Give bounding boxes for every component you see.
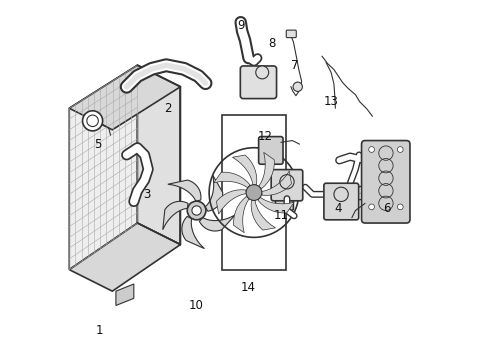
FancyBboxPatch shape (271, 170, 303, 201)
FancyBboxPatch shape (275, 175, 294, 211)
Polygon shape (258, 197, 294, 213)
Circle shape (246, 185, 262, 201)
Text: 9: 9 (238, 19, 245, 32)
Polygon shape (69, 65, 180, 130)
Polygon shape (259, 152, 274, 189)
Circle shape (256, 66, 269, 79)
FancyBboxPatch shape (240, 66, 276, 99)
Polygon shape (69, 223, 180, 291)
Circle shape (397, 147, 403, 152)
Polygon shape (182, 216, 204, 249)
Polygon shape (163, 201, 188, 230)
Polygon shape (262, 171, 292, 195)
Circle shape (187, 201, 206, 220)
Text: 6: 6 (383, 202, 391, 215)
Polygon shape (116, 284, 134, 306)
Circle shape (397, 204, 403, 210)
Text: 5: 5 (94, 138, 101, 150)
FancyBboxPatch shape (286, 30, 296, 38)
Polygon shape (234, 197, 249, 233)
Text: 13: 13 (323, 95, 339, 108)
Text: 11: 11 (273, 210, 288, 222)
Text: 2: 2 (164, 102, 171, 115)
FancyBboxPatch shape (324, 183, 359, 220)
Text: 7: 7 (292, 59, 299, 72)
Text: 1: 1 (96, 324, 103, 337)
Circle shape (192, 206, 201, 215)
Circle shape (368, 204, 374, 210)
FancyBboxPatch shape (259, 136, 283, 164)
Polygon shape (199, 215, 235, 231)
Polygon shape (217, 190, 246, 214)
Text: 14: 14 (241, 281, 256, 294)
Text: 10: 10 (189, 299, 204, 312)
FancyBboxPatch shape (362, 140, 410, 223)
Polygon shape (69, 65, 137, 270)
Polygon shape (251, 200, 275, 230)
Text: 4: 4 (335, 202, 342, 215)
Text: 12: 12 (257, 130, 272, 144)
Polygon shape (214, 172, 250, 188)
Circle shape (368, 147, 374, 152)
Polygon shape (232, 155, 257, 185)
Text: 3: 3 (143, 188, 150, 201)
Polygon shape (168, 180, 201, 201)
Text: 8: 8 (268, 37, 275, 50)
Circle shape (82, 111, 102, 131)
Circle shape (293, 82, 302, 91)
Polygon shape (205, 175, 222, 211)
Polygon shape (137, 65, 180, 244)
